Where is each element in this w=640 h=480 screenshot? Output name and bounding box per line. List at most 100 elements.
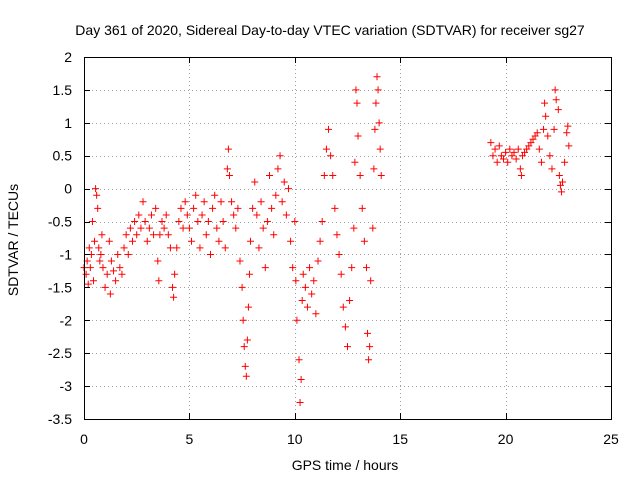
data-point: [565, 142, 573, 150]
data-point: [551, 86, 559, 94]
data-point: [245, 270, 253, 278]
data-point: [550, 125, 558, 133]
y-tick-label: 2: [64, 49, 72, 65]
data-point: [278, 198, 286, 206]
data-point: [284, 185, 292, 193]
data-point: [105, 237, 113, 245]
data-point: [194, 218, 202, 226]
data-point: [502, 148, 510, 156]
data-point: [244, 303, 252, 311]
data-point: [298, 297, 306, 305]
y-tick-label: 1: [64, 115, 72, 131]
data-point: [274, 165, 282, 173]
data-point: [331, 204, 339, 212]
data-point: [541, 99, 549, 107]
data-point: [133, 231, 141, 239]
data-point: [299, 270, 307, 278]
data-point: [263, 218, 271, 226]
data-point: [171, 270, 179, 278]
data-point: [499, 155, 507, 163]
data-point: [147, 211, 155, 219]
data-point: [84, 280, 92, 288]
y-tick-label: 0: [64, 181, 72, 197]
data-point: [155, 277, 163, 285]
data-point: [120, 244, 128, 252]
data-point: [540, 125, 548, 133]
data-point: [206, 250, 214, 258]
data-point: [348, 264, 356, 272]
data-point: [512, 155, 520, 163]
plot-frame: [84, 57, 612, 420]
data-point: [375, 119, 383, 127]
data-point: [185, 224, 193, 232]
data-point: [314, 257, 322, 265]
data-point: [211, 191, 219, 199]
data-point: [360, 237, 368, 245]
data-point: [243, 336, 251, 344]
data-point: [516, 165, 524, 173]
data-point: [241, 362, 249, 370]
data-point: [557, 188, 565, 196]
data-points: [80, 73, 573, 407]
data-point: [542, 112, 550, 120]
data-point: [128, 237, 136, 245]
data-point: [96, 257, 104, 265]
data-point: [124, 250, 132, 258]
data-point: [190, 204, 198, 212]
data-point: [514, 145, 522, 153]
data-point: [282, 211, 290, 219]
data-point: [247, 237, 255, 245]
data-point: [93, 191, 101, 199]
data-point: [287, 237, 295, 245]
data-point: [365, 356, 373, 364]
data-point: [219, 218, 227, 226]
data-point: [173, 244, 181, 252]
data-point: [563, 129, 571, 137]
x-tick-labels: 0 5 10 15 20 25: [80, 431, 619, 447]
data-point: [339, 303, 347, 311]
data-point: [85, 244, 93, 252]
data-point: [224, 145, 232, 153]
data-point: [116, 264, 124, 272]
data-point: [552, 96, 560, 104]
data-point: [118, 270, 126, 278]
data-point: [95, 244, 103, 252]
data-point: [320, 171, 328, 179]
data-point: [559, 178, 567, 186]
data-point: [318, 218, 326, 226]
data-point: [344, 343, 351, 351]
data-point: [240, 343, 248, 351]
data-point: [554, 106, 562, 114]
data-point: [322, 145, 330, 153]
x-tick-label: 10: [287, 431, 303, 447]
data-point: [353, 99, 361, 107]
data-point: [533, 129, 541, 137]
data-point: [257, 198, 265, 206]
data-point: [192, 191, 200, 199]
data-point: [232, 224, 240, 232]
data-point: [213, 224, 221, 232]
data-point: [301, 283, 309, 291]
data-point: [329, 171, 337, 179]
data-point: [280, 178, 288, 186]
data-point: [312, 310, 320, 318]
data-point: [221, 244, 229, 252]
data-point: [91, 237, 99, 245]
y-tick-label: -0.5: [48, 214, 72, 230]
chart-title: Day 361 of 2020, Sidereal Day-to-day VTE…: [75, 22, 585, 38]
data-point: [198, 211, 206, 219]
data-point: [86, 264, 94, 272]
data-point: [94, 204, 102, 212]
data-point: [179, 224, 187, 232]
data-point: [358, 204, 366, 212]
y-tick-label: -3: [60, 378, 73, 394]
x-tick-label: 5: [186, 431, 194, 447]
data-point: [164, 231, 172, 239]
data-point: [362, 264, 370, 272]
y-tick-label: 1.5: [53, 82, 73, 98]
data-point: [99, 264, 107, 272]
data-point: [377, 171, 385, 179]
data-point: [98, 231, 106, 239]
data-point: [546, 152, 554, 160]
data-point: [517, 171, 525, 179]
